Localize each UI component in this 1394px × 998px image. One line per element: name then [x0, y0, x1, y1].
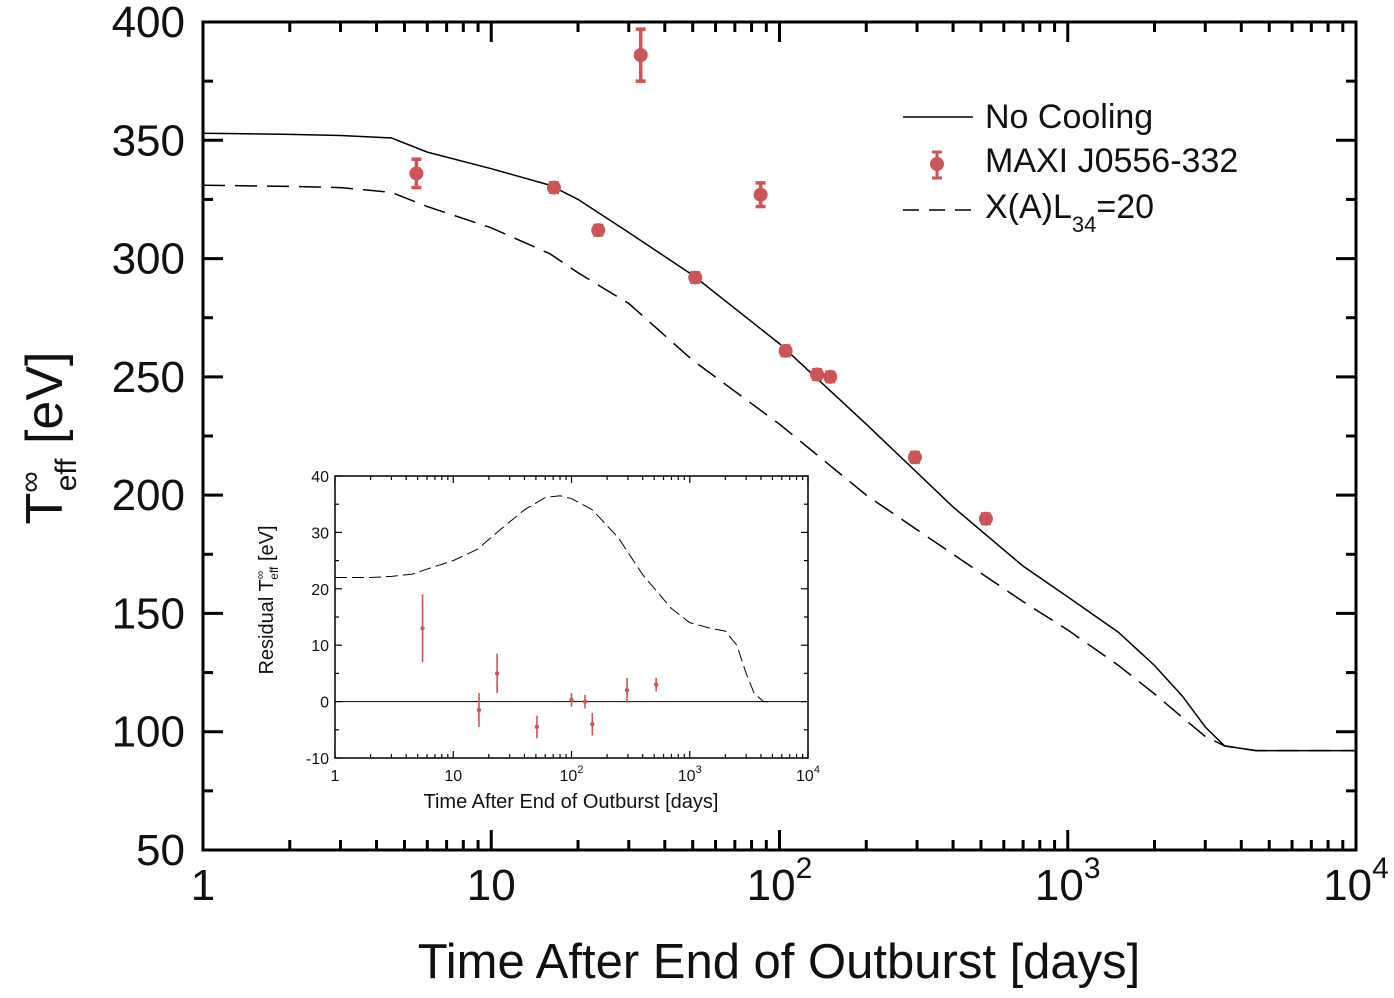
- legend-label-maxi: MAXI J0556-332: [985, 142, 1238, 180]
- inset-tick-labels: 1 10 102 103 104 -10 0 10 20 30 40: [306, 469, 820, 785]
- main-marker: [546, 180, 561, 195]
- main-data-point-8: [810, 367, 825, 382]
- main-x-tick-label: 1: [191, 861, 215, 910]
- main-series-no-cooling: [202, 132, 1356, 752]
- main-series: [202, 132, 1356, 752]
- main-y-tick-label: 200: [112, 471, 185, 520]
- main-y-tick-label: 300: [112, 235, 185, 284]
- inset-marker: [590, 721, 595, 727]
- main-x-tick-label: 102: [747, 852, 813, 910]
- inset-data-point-3: [494, 653, 500, 694]
- main-marker: [978, 511, 993, 526]
- main-data-point-1: [409, 157, 424, 190]
- main-ticks: [201, 20, 1358, 852]
- inset-marker: [624, 688, 630, 693]
- inset-data-point-1: [420, 594, 425, 663]
- main-marker: [409, 166, 424, 181]
- main-y-tick-label: 250: [112, 353, 185, 402]
- inset-data-point-9: [653, 677, 659, 692]
- main-data-point-5: [688, 270, 703, 285]
- main-x-axis-label: Time After End of Outburst [days]: [418, 935, 1141, 989]
- inset-x-tick-label: 1: [331, 768, 340, 785]
- inset-series-difference: [335, 495, 773, 703]
- main-markers: [409, 27, 993, 526]
- inset-x-tick-label: 102: [560, 764, 584, 785]
- inset-data-point-4: [534, 715, 540, 739]
- main-y-tick-label: 100: [112, 708, 185, 757]
- legend: No Cooling MAXI J0556-332 X(A)L34=20: [903, 98, 1238, 237]
- inset-marker: [476, 707, 482, 713]
- legend-label-xal: X(A)L34=20: [985, 188, 1154, 237]
- inset-data-point-8: [624, 677, 630, 703]
- main-y-tick-label: 350: [112, 116, 185, 165]
- main-data-point-7: [778, 343, 793, 358]
- inset-panel: 1 10 102 103 104 -10 0 10 20 30 40 Time After End …: [248, 462, 820, 814]
- main-data-point-4: [633, 27, 648, 83]
- main-x-tick-label: 104: [1323, 852, 1389, 910]
- main-marker: [778, 343, 793, 358]
- main-data-point-2: [546, 180, 561, 195]
- inset-marker: [534, 724, 540, 730]
- main-marker: [633, 48, 648, 63]
- main-data-point-3: [591, 223, 606, 238]
- inset-y-tick-label: 40: [311, 469, 329, 486]
- main-marker: [907, 450, 922, 465]
- inset-marker: [569, 697, 574, 703]
- inset-y-tick-label: 10: [311, 638, 329, 655]
- main-y-axis-label: T∞ eff [eV]: [14, 352, 83, 525]
- inset-y-tick-label: 20: [311, 582, 329, 599]
- main-marker: [753, 187, 768, 202]
- main-x-tick-label: 10: [467, 861, 516, 910]
- main-marker: [688, 270, 703, 285]
- inset-x-axis-label: Time After End of Outburst [days]: [424, 791, 719, 813]
- inset-marker: [420, 626, 425, 631]
- inset-data-point-2: [476, 693, 482, 727]
- inset-x-tick-label: 103: [678, 764, 702, 785]
- inset-background: [248, 462, 818, 814]
- main-marker: [810, 367, 825, 382]
- main-marker: [823, 369, 838, 384]
- main-marker: [591, 223, 606, 238]
- inset-data-point-5: [569, 693, 574, 707]
- main-y-tick-label: 150: [112, 589, 185, 638]
- inset-data-point-7: [590, 712, 595, 736]
- main-data-point-11: [978, 511, 993, 526]
- legend-swatch-maxi-marker: [930, 150, 944, 180]
- inset-y-tick-label: -10: [306, 751, 329, 768]
- inset-x-tick-label: 104: [796, 764, 820, 785]
- main-y-tick-label: 400: [112, 0, 185, 47]
- inset-y-tick-label: 30: [311, 525, 329, 542]
- main-data-point-9: [823, 369, 838, 384]
- main-series-x-a-l34-20: [202, 184, 1356, 752]
- main-data-point-10: [907, 450, 922, 465]
- inset-plot-frame: [334, 475, 809, 759]
- inset-data-point-6: [582, 694, 588, 709]
- inset-markers: [420, 594, 659, 739]
- main-y-tick-label: 50: [136, 826, 185, 875]
- inset-marker: [653, 682, 659, 687]
- inset-marker: [494, 671, 500, 676]
- inset-x-tick-label: 10: [444, 768, 462, 785]
- inset-y-axis-label: Residual T∞eff [eV]: [253, 525, 281, 674]
- main-x-tick-label: 103: [1035, 852, 1101, 910]
- legend-label-no-cooling: No Cooling: [985, 98, 1153, 136]
- main-plot-frame: [201, 20, 1358, 852]
- main-data-point-6: [753, 181, 768, 209]
- inset-marker: [582, 699, 588, 704]
- inset-y-tick-label: 0: [320, 695, 329, 712]
